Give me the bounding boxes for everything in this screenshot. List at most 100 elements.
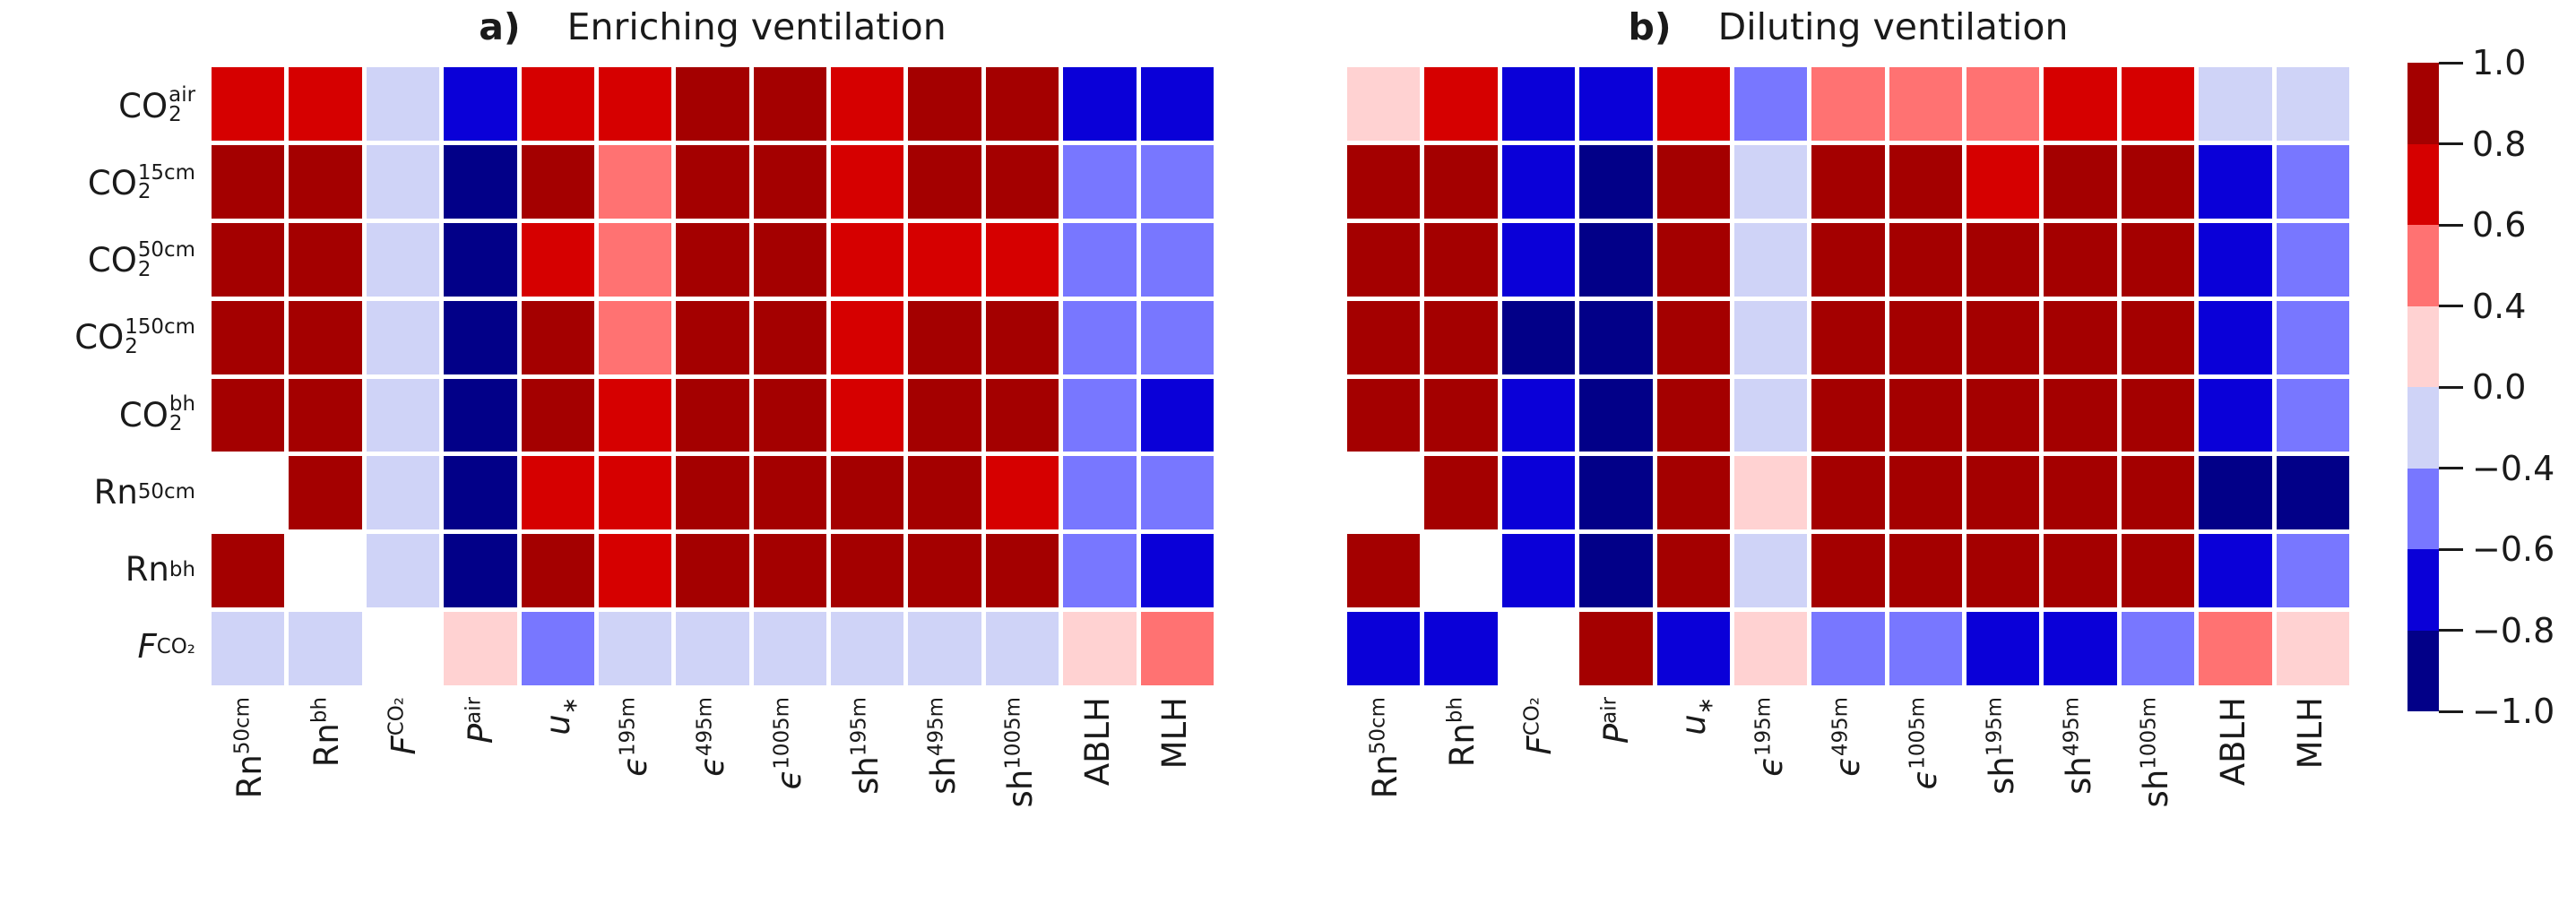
- label-base: Rn: [125, 550, 169, 589]
- heatmap-cell-a-r4-c11: [985, 300, 1059, 374]
- heatmap-cell-b-r3-c2: [1424, 222, 1498, 297]
- heatmap-cell-b-r3-c8: [1889, 222, 1963, 297]
- heatmap-cell-b-r2-c13: [2276, 144, 2349, 219]
- label-base: Rn: [230, 754, 269, 799]
- heatmap-cell-a-r2-c7: [676, 144, 749, 219]
- heatmap-cell-a-r3-c12: [1063, 222, 1137, 297]
- heatmap-cell-b-r5-c10: [2044, 378, 2117, 452]
- colorbar-tick-2: [2439, 223, 2463, 227]
- heatmap-cell-b-r6-c9: [1967, 456, 2040, 530]
- heatmap-cell-b-r8-c5: [1656, 612, 1730, 685]
- colorbar: [2407, 63, 2439, 711]
- panel-a-title-text: Enriching ventilation: [566, 5, 947, 48]
- colorbar-tick-label-0.8: 0.8: [2472, 124, 2527, 164]
- colorbar-tick-5: [2439, 467, 2463, 469]
- heatmap-cell-a-r3-c6: [598, 222, 672, 297]
- label-base: ϵ: [1906, 769, 1944, 790]
- col-label-a-eps^195m: ϵ195m: [616, 697, 655, 912]
- heatmap-cell-b-r7-c5: [1656, 534, 1730, 608]
- heatmap-cell-b-r7-c2: [1424, 534, 1498, 608]
- heatmap-cell-a-r8-c2: [289, 612, 362, 685]
- heatmap-cell-b-r5-c11: [2121, 378, 2195, 452]
- heatmap-cell-a-r7-c8: [753, 534, 827, 608]
- heatmap-cell-b-r1-c11: [2121, 67, 2195, 141]
- heatmap-cell-b-r7-c6: [1733, 534, 1808, 608]
- heatmap-cell-b-r8-c1: [1347, 612, 1421, 685]
- col-label-a-MLH: MLH: [1155, 697, 1195, 912]
- heatmap-cell-a-r4-c2: [289, 300, 362, 374]
- heatmap-cell-a-r4-c5: [521, 300, 594, 374]
- heatmap-cell-a-r4-c12: [1063, 300, 1137, 374]
- heatmap-cell-a-r1-c2: [289, 67, 362, 141]
- heatmap-cell-a-r5-c7: [676, 378, 749, 452]
- col-label-a-P^air: Pair: [462, 697, 501, 912]
- label-base: CO: [74, 318, 125, 357]
- label-subscript: ∗: [558, 697, 583, 715]
- heatmap-cell-b-r4-c9: [1967, 300, 2040, 374]
- label-superscript: air: [462, 697, 486, 724]
- heatmap-cell-a-r8-c13: [1140, 612, 1214, 685]
- heatmap-cell-b-r3-c10: [2044, 222, 2117, 297]
- heatmap-cell-b-r3-c9: [1967, 222, 2040, 297]
- colorbar-segment-6: [2407, 549, 2439, 631]
- heatmap-cell-b-r8-c12: [2199, 612, 2272, 685]
- heatmap-cell-a-r7-c4: [444, 534, 517, 608]
- heatmap-cell-a-r3-c9: [831, 222, 904, 297]
- heatmap-cell-a-r3-c8: [753, 222, 827, 297]
- col-label-a-F^CO2: FCO₂: [385, 697, 424, 912]
- col-label-a-eps^1005m: ϵ1005m: [770, 697, 809, 912]
- heatmap-cell-a-r8-c1: [212, 612, 285, 685]
- colorbar-segment-4: [2407, 387, 2439, 469]
- col-label-a-sh^495m: sh495m: [924, 697, 964, 912]
- heatmap-cell-b-r1-c4: [1579, 67, 1653, 141]
- heatmap-cell-a-r2-c10: [908, 144, 981, 219]
- heatmap-cell-a-r1-c13: [1140, 67, 1214, 141]
- heatmap-cell-b-r4-c6: [1733, 300, 1808, 374]
- heatmap-cell-b-r5-c9: [1967, 378, 2040, 452]
- colorbar-segment-0: [2407, 63, 2439, 144]
- label-base: Rn: [1443, 723, 1482, 768]
- heatmap-cell-a-r7-c7: [676, 534, 749, 608]
- heatmap-cell-a-r6-c13: [1140, 456, 1214, 530]
- heatmap-cell-b-r8-c10: [2044, 612, 2117, 685]
- heatmap-cell-b-r2-c7: [1811, 144, 1885, 219]
- label-base: ϵ: [616, 756, 654, 777]
- heatmap-cell-b-r7-c11: [2121, 534, 2195, 608]
- colorbar-tick-label-1.0: 1.0: [2472, 43, 2527, 82]
- heatmap-grid-b: [1347, 67, 2349, 685]
- colorbar-tick-1: [2439, 142, 2463, 145]
- heatmap-cell-b-r6-c5: [1656, 456, 1730, 530]
- col-label-b-P^air: Pair: [1597, 697, 1637, 912]
- heatmap-cell-b-r6-c13: [2276, 456, 2349, 530]
- heatmap-cell-b-r6-c4: [1579, 456, 1653, 530]
- heatmap-cell-b-r3-c12: [2199, 222, 2272, 297]
- label-base: sh: [2137, 769, 2175, 808]
- heatmap-cell-b-r3-c13: [2276, 222, 2349, 297]
- heatmap-cell-b-r6-c2: [1424, 456, 1498, 530]
- heatmap-cell-b-r1-c12: [2199, 67, 2272, 141]
- heatmap-cell-b-r1-c2: [1424, 67, 1498, 141]
- heatmap-cell-b-r5-c7: [1811, 378, 1885, 452]
- col-label-b-u_*: u∗: [1674, 697, 1717, 912]
- col-label-b-ABLH: ABLH: [2214, 697, 2253, 912]
- colorbar-tick-label-0.6: 0.6: [2472, 205, 2527, 245]
- heatmap-cell-a-r4-c8: [753, 300, 827, 374]
- heatmap-cell-a-r1-c6: [598, 67, 672, 141]
- heatmap-cell-a-r7-c6: [598, 534, 672, 608]
- label-base: sh: [2060, 756, 2098, 795]
- colorbar-tick-4: [2439, 385, 2463, 389]
- heatmap-cell-b-r6-c10: [2044, 456, 2117, 530]
- label-base: F: [385, 736, 423, 755]
- heatmap-cell-b-r5-c12: [2199, 378, 2272, 452]
- heatmap-cell-a-r7-c11: [985, 534, 1059, 608]
- heatmap-cell-b-r2-c2: [1424, 144, 1498, 219]
- heatmap-cell-b-r2-c1: [1347, 144, 1421, 219]
- heatmap-cell-a-r2-c12: [1063, 144, 1137, 219]
- row-label-CO2^air: CO air 2: [0, 67, 203, 144]
- label-base: sh: [847, 756, 886, 795]
- heatmap-cell-a-r6-c6: [598, 456, 672, 530]
- label-superscript: bh: [1443, 697, 1467, 724]
- label-base: ABLH: [1078, 697, 1117, 787]
- heatmap-cell-b-r5-c1: [1347, 378, 1421, 452]
- heatmap-cell-a-r8-c7: [676, 612, 749, 685]
